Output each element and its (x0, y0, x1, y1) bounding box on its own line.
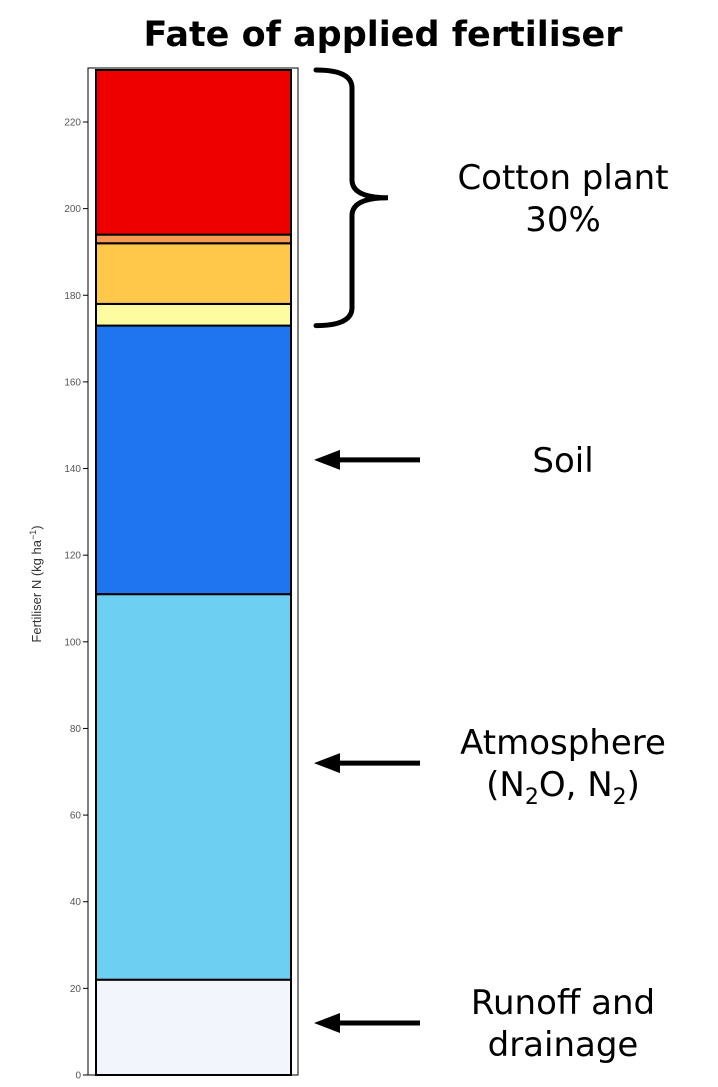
y-tick-label: 100 (64, 637, 81, 648)
formula-text: (N (486, 765, 525, 805)
y-tick-label: 160 (64, 377, 81, 388)
bar-segment-3 (95, 302, 292, 327)
y-axis-label-unit-exponent: −1 (28, 530, 38, 540)
cotton-plant-brace (313, 67, 389, 329)
annotation-label: Runoff and (471, 983, 655, 1023)
bar-segment-4 (95, 242, 292, 305)
bar-segment-6 (95, 69, 292, 236)
chart-title: Fate of applied fertiliser (143, 15, 623, 55)
y-axis-label-close: ) (29, 525, 44, 529)
annotation-arrowhead-2 (314, 753, 340, 774)
y-axis-label: Fertiliser N (kg ha−1) (28, 525, 44, 642)
annotation-arrowhead-3 (314, 1013, 340, 1034)
y-tick-label: 220 (64, 117, 81, 128)
formula-text: O, N (539, 765, 613, 805)
annotation-label: drainage (488, 1025, 639, 1065)
bar-segment-0 (95, 978, 292, 1077)
y-tick-label: 40 (70, 897, 82, 908)
annotation-label: 30% (525, 200, 601, 240)
y-tick-label: 0 (75, 1071, 81, 1082)
annotation-label: Cotton plant (457, 158, 668, 198)
formula-subscript: 2 (525, 785, 539, 810)
annotation-formula: (N2O, N2) (486, 765, 640, 810)
y-tick-label: 20 (70, 984, 82, 995)
y-tick-label: 120 (64, 551, 81, 562)
y-axis-label-main: Fertiliser N (kg ha (29, 539, 44, 642)
annotation-label: Atmosphere (460, 723, 666, 763)
bar-segment-2 (95, 324, 292, 596)
y-tick-label: 180 (64, 291, 81, 302)
bar-segment-5 (95, 233, 292, 245)
formula-text: ) (627, 765, 640, 805)
y-tick-label: 200 (64, 204, 81, 215)
annotation-label: Soil (532, 441, 593, 481)
annotation-arrowhead-1 (314, 449, 340, 470)
y-tick-label: 140 (64, 464, 81, 475)
bar-segment-1 (95, 593, 292, 981)
stacked-bar (95, 69, 292, 1077)
y-tick-label: 60 (70, 811, 82, 822)
y-tick-label: 80 (70, 724, 82, 735)
formula-subscript: 2 (613, 785, 627, 810)
